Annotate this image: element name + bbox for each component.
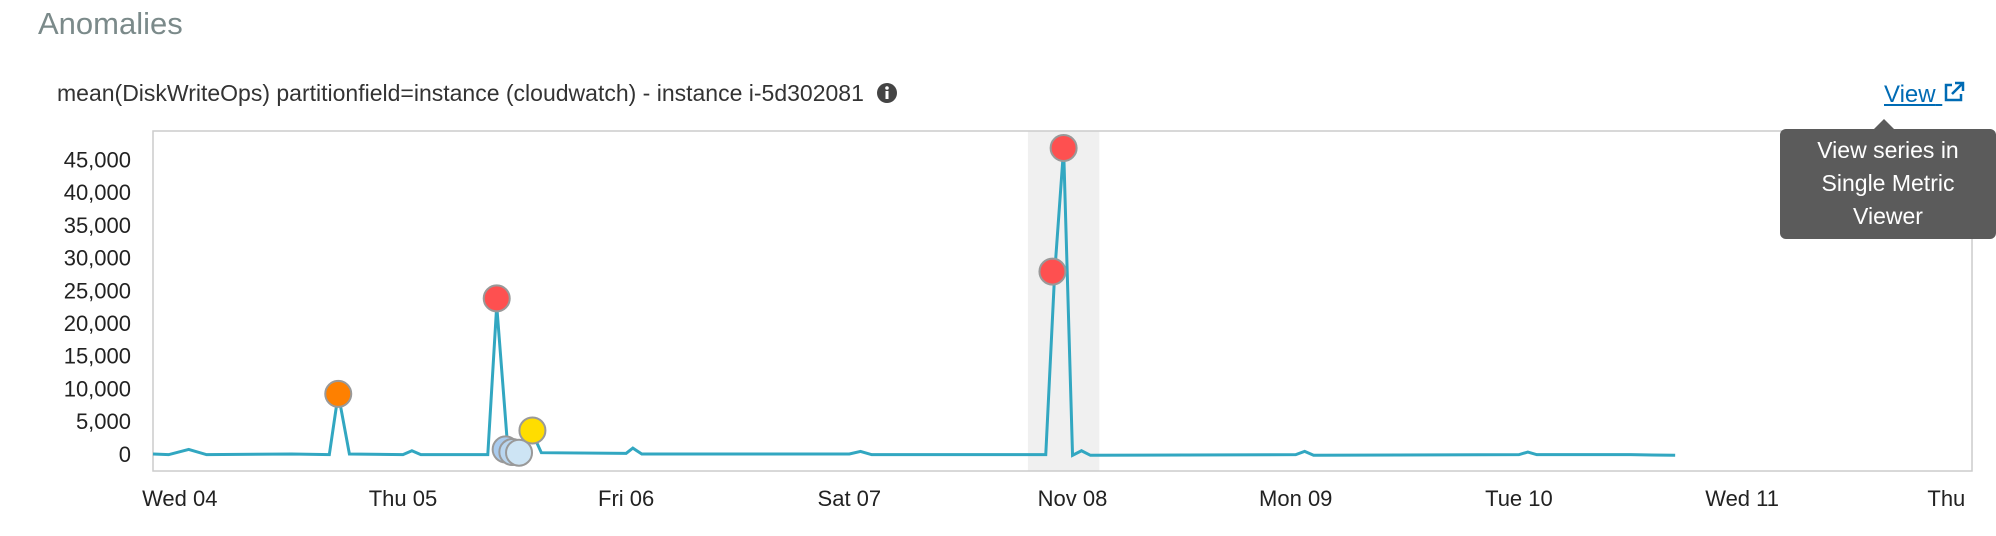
- plot-frame: [152, 130, 1973, 472]
- y-tick-label: 20,000: [64, 311, 131, 336]
- y-tick-label: 35,000: [64, 213, 131, 238]
- y-tick-label: 15,000: [64, 344, 131, 369]
- chart-title: mean(DiskWriteOps) partitionfield=instan…: [57, 80, 898, 107]
- info-icon[interactable]: [876, 82, 898, 104]
- y-tick-label: 10,000: [64, 376, 131, 401]
- x-tick-label: Wed 04: [142, 486, 217, 511]
- tooltip: View series in Single Metric Viewer: [1780, 129, 1996, 239]
- series-line: [152, 148, 1676, 458]
- view-link[interactable]: View: [1884, 80, 1966, 109]
- x-tick-label: Mon 09: [1259, 486, 1332, 511]
- y-tick-label: 45,000: [64, 148, 131, 173]
- x-tick-label: Tue 10: [1485, 486, 1553, 511]
- anomaly-marker: [505, 438, 534, 467]
- anomaly-marker: [1038, 257, 1067, 286]
- x-tick-label: Sat 07: [818, 486, 882, 511]
- section-title: Anomalies: [38, 6, 183, 41]
- y-tick-label: 30,000: [64, 246, 131, 271]
- anomaly-marker: [324, 379, 353, 408]
- y-tick-label: 5,000: [76, 409, 131, 434]
- chart-title-text: mean(DiskWriteOps) partitionfield=instan…: [57, 80, 864, 106]
- x-tick-label: Nov 08: [1038, 486, 1108, 511]
- y-tick-label: 40,000: [64, 180, 131, 205]
- y-tick-label: 0: [119, 442, 131, 467]
- anomaly-marker: [482, 284, 511, 313]
- view-link-text[interactable]: View: [1884, 81, 1936, 108]
- y-tick-label: 25,000: [64, 278, 131, 303]
- anomaly-marker: [1049, 134, 1078, 162]
- external-icon: [1945, 81, 1965, 102]
- x-tick-label: Wed 11: [1705, 486, 1779, 511]
- x-tick-label: Thu 05: [369, 486, 438, 511]
- x-tick-label: Thu: [1927, 486, 1965, 511]
- tooltip-arrow: [1874, 119, 1894, 129]
- anomaly-marker: [518, 416, 547, 445]
- x-tick-label: Fri 06: [598, 486, 654, 511]
